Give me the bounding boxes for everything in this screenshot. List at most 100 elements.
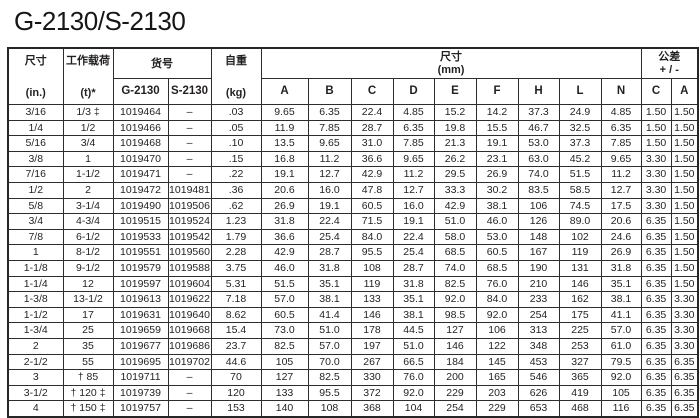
header-dimensions-mm: 尺寸 (mm) (260, 47, 642, 80)
table-cell: 1019622 (167, 291, 212, 308)
table-cell: 11.2 (600, 166, 642, 183)
table-cell: 653 (517, 400, 560, 418)
table-cell: 6.35 (670, 353, 699, 371)
header-g2130: G-2130 (112, 78, 169, 105)
table-cell: 104 (392, 400, 435, 418)
table-cell: 1 (62, 150, 114, 168)
table-cell: 79.5 (600, 353, 642, 371)
table-cell: 1019604 (167, 275, 212, 293)
table-cell: 1-1/4 (7, 275, 64, 293)
table-cell: 1019659 (112, 322, 169, 339)
table-cell: 2.28 (210, 244, 262, 261)
table-cell: 229 (433, 384, 477, 402)
table-cell: 12.7 (307, 166, 352, 183)
table-cell: 313 (517, 322, 560, 339)
table-cell: 3-1/2 (7, 384, 64, 402)
table-row: 5/8 3-1/4 1019490 1019506.62 26.9 19.1 60.5 16.… (7, 197, 699, 215)
table-cell: 25.4 (307, 228, 352, 246)
table-cell: 16.0 (307, 181, 352, 199)
table-cell: 5/8 (7, 197, 64, 215)
table-cell: 5.31 (210, 275, 262, 293)
table-cell: 3.30 (670, 291, 699, 308)
table-cell: 68.5 (433, 244, 477, 261)
table-cell: 108 (350, 259, 394, 277)
table-cell: .15 (210, 150, 262, 168)
table-cell: 51.0 (433, 213, 477, 230)
table-cell: .36 (210, 181, 262, 199)
table-cell: 55 (62, 353, 114, 371)
table-cell: 38.1 (600, 291, 642, 308)
table-cell: 35.1 (600, 275, 642, 293)
table-cell: 46.0 (260, 259, 309, 277)
table-cell: 1019597 (112, 275, 169, 293)
table-row: 7/16 1-1/2 1019471– .22 19.1 12.7 42.9 11.2 29.5… (7, 166, 699, 183)
table-cell: 15.5 (475, 119, 519, 137)
table-cell: 28.7 (350, 119, 394, 137)
table-row: 4 † 150 ‡ 1019757–153 140 108 368 104 254 229 653… (7, 400, 699, 418)
table-cell: 184 (433, 353, 477, 371)
table-cell: 17 (62, 306, 114, 324)
table-cell: 24.9 (558, 104, 602, 121)
table-cell: 3.75 (210, 259, 262, 277)
table-cell: 38.1 (475, 197, 519, 215)
table-cell: 1019533 (112, 228, 169, 246)
table-cell: 74.0 (517, 166, 560, 183)
table-cell: 365 (558, 369, 602, 386)
table-cell: 22.4 (350, 104, 394, 121)
table-cell: 60.5 (260, 306, 309, 324)
table-cell: – (167, 150, 212, 168)
table-cell: 1019524 (167, 213, 212, 230)
table-cell: 70 (210, 369, 262, 386)
table-cell: 44.5 (392, 322, 435, 339)
table-cell: 3.30 (670, 322, 699, 339)
table-row: 1 8-1/2 1019551 1019560 2.28 42.9 28.7 95.5 25.4… (7, 244, 699, 261)
table-cell: 12 (62, 275, 114, 293)
table-cell: 20.6 (600, 213, 642, 230)
table-cell: 73.0 (260, 322, 309, 339)
table-cell: 82.5 (433, 275, 477, 293)
table-cell: 9-1/2 (62, 259, 114, 277)
header-dim-a: A (260, 78, 309, 105)
table-cell: 76.0 (392, 369, 435, 386)
table-cell: 122 (475, 337, 519, 355)
table-cell: 254 (517, 306, 560, 324)
table-cell: 58.0 (433, 228, 477, 246)
table-cell: 14.2 (475, 104, 519, 121)
table-cell: 1.50 (670, 166, 699, 183)
table-cell: 31.8 (392, 275, 435, 293)
table-row: 7/8 6-1/2 1019533 1019542 1.79 36.6 25.4 84.0 22… (7, 228, 699, 246)
table-cell: 3.30 (640, 166, 672, 183)
table-cell: 6.35 (392, 119, 435, 137)
table-cell: 1-3/4 (7, 322, 64, 339)
table-cell: 1 (7, 244, 64, 261)
table-cell: 1019579 (112, 259, 169, 277)
table-cell: 1019464 (112, 104, 169, 121)
table-cell: 84.0 (475, 291, 519, 308)
table-cell: 22.4 (392, 228, 435, 246)
table-cell: 133 (350, 291, 394, 308)
table-cell: 1.50 (670, 104, 699, 121)
table-cell: 70.0 (307, 353, 352, 371)
table-cell: 167 (517, 244, 560, 261)
table-row: 1-3/4 25 1019659 1019668 15.4 73.0 51.0 178 44.5… (7, 322, 699, 339)
table-cell: 12.7 (600, 181, 642, 199)
table-cell: 51.5 (558, 166, 602, 183)
table-cell: 153 (210, 400, 262, 418)
table-cell: 9.65 (600, 150, 642, 168)
table-cell: 6.35 (670, 369, 699, 386)
table-cell: .05 (210, 119, 262, 137)
table-cell: 35.1 (307, 275, 352, 293)
table-cell: 42.9 (433, 197, 477, 215)
table-cell: 32.5 (558, 119, 602, 137)
table-cell: 229 (475, 400, 519, 418)
table-cell: 146 (350, 306, 394, 324)
table-cell: 102 (558, 228, 602, 246)
table-cell: 1/4 (7, 119, 64, 137)
table-cell: 1019757 (112, 400, 169, 418)
table-cell: 22.4 (307, 213, 352, 230)
table-cell: 38.1 (307, 291, 352, 308)
table-cell: 31.8 (260, 213, 309, 230)
table-cell: 17.5 (600, 197, 642, 215)
table-cell: 3.30 (640, 150, 672, 168)
header-dim-h: H (517, 78, 560, 105)
